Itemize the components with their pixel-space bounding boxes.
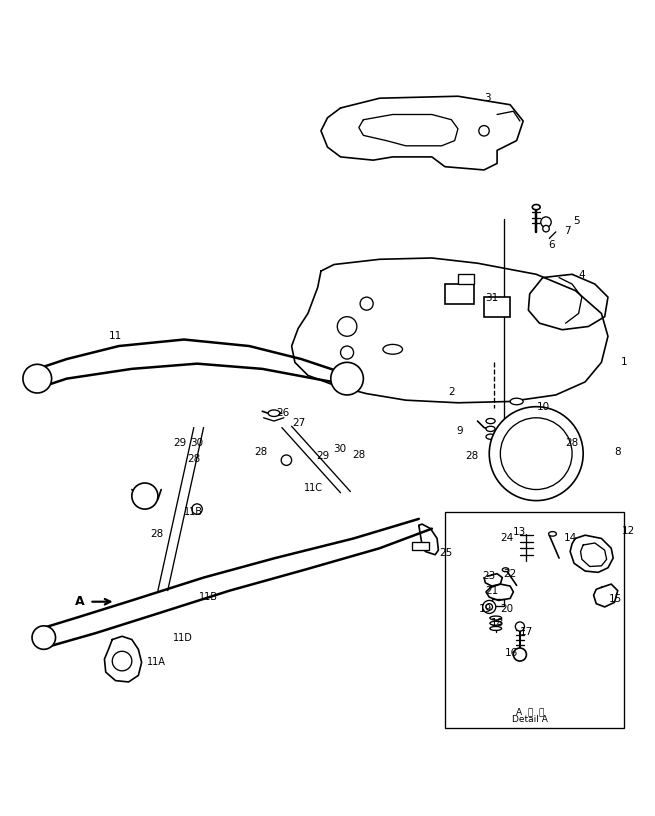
Circle shape (23, 364, 52, 393)
Circle shape (515, 622, 525, 631)
Ellipse shape (490, 616, 502, 620)
FancyBboxPatch shape (484, 297, 510, 317)
Text: 3: 3 (484, 93, 491, 103)
Text: 23: 23 (483, 571, 496, 581)
Ellipse shape (486, 434, 495, 439)
Text: 11B: 11B (199, 592, 218, 602)
Ellipse shape (533, 205, 540, 210)
Circle shape (486, 604, 493, 610)
Circle shape (500, 418, 572, 490)
Text: 18: 18 (491, 619, 504, 628)
Text: 9: 9 (457, 426, 463, 436)
FancyBboxPatch shape (445, 284, 474, 304)
Text: 25: 25 (440, 548, 453, 558)
Ellipse shape (510, 398, 523, 405)
Text: 11C: 11C (304, 483, 323, 493)
Text: 2: 2 (448, 387, 455, 397)
Circle shape (514, 648, 527, 661)
Text: 14: 14 (563, 534, 577, 543)
Text: 28: 28 (150, 529, 163, 539)
Ellipse shape (510, 413, 523, 419)
FancyBboxPatch shape (458, 274, 474, 284)
Circle shape (489, 406, 583, 500)
Text: 4: 4 (578, 270, 585, 280)
Text: A  形  图: A 形 图 (515, 707, 544, 716)
Text: 10: 10 (537, 401, 550, 412)
Ellipse shape (268, 410, 280, 416)
Circle shape (360, 297, 373, 310)
Text: 30: 30 (333, 444, 346, 454)
Text: 11A: 11A (147, 658, 166, 667)
Text: 19: 19 (479, 604, 492, 614)
FancyBboxPatch shape (492, 599, 504, 605)
Text: 28: 28 (187, 454, 200, 463)
Circle shape (192, 503, 202, 514)
Text: 28: 28 (254, 447, 268, 457)
Text: 28: 28 (466, 450, 479, 460)
Text: 29: 29 (316, 450, 329, 460)
Text: 12: 12 (622, 526, 635, 535)
Text: 11: 11 (109, 331, 122, 341)
Text: 26: 26 (276, 407, 290, 418)
Ellipse shape (510, 470, 523, 477)
Bar (445, 512, 624, 728)
Text: 29: 29 (173, 437, 186, 447)
Circle shape (337, 317, 357, 336)
Text: 5: 5 (573, 215, 580, 226)
Text: 16: 16 (505, 648, 518, 658)
Ellipse shape (490, 621, 502, 625)
Circle shape (331, 362, 364, 395)
Ellipse shape (383, 344, 403, 354)
Text: 11D: 11D (173, 632, 193, 642)
Circle shape (112, 651, 132, 671)
Ellipse shape (510, 455, 523, 462)
Circle shape (479, 126, 489, 136)
Text: 22: 22 (503, 570, 516, 579)
Text: 27: 27 (292, 418, 305, 428)
Text: Detail A: Detail A (512, 716, 548, 725)
Circle shape (541, 217, 552, 228)
Text: 1: 1 (621, 357, 627, 367)
Text: 28: 28 (352, 450, 365, 460)
Circle shape (281, 455, 291, 465)
Circle shape (341, 346, 354, 359)
Text: 8: 8 (614, 447, 621, 457)
Text: 31: 31 (485, 294, 498, 304)
Text: 13: 13 (514, 527, 527, 537)
Text: 6: 6 (548, 240, 555, 250)
Text: 15: 15 (609, 594, 622, 604)
Circle shape (543, 225, 550, 232)
Text: 7: 7 (564, 225, 571, 236)
Ellipse shape (490, 627, 502, 631)
Text: 24: 24 (500, 534, 514, 543)
Ellipse shape (510, 427, 523, 433)
Circle shape (483, 601, 496, 614)
Ellipse shape (502, 568, 509, 572)
Text: 28: 28 (565, 437, 579, 447)
Circle shape (32, 626, 56, 650)
Ellipse shape (486, 426, 495, 432)
Ellipse shape (486, 419, 495, 424)
Text: 30: 30 (191, 437, 204, 447)
Text: 17: 17 (520, 627, 533, 636)
FancyBboxPatch shape (412, 542, 428, 549)
Ellipse shape (510, 441, 523, 448)
Text: A: A (75, 595, 84, 608)
Text: 21: 21 (485, 586, 498, 596)
Ellipse shape (549, 531, 557, 536)
Text: 11B: 11B (184, 508, 203, 517)
Circle shape (132, 483, 158, 509)
Text: 20: 20 (500, 604, 514, 614)
